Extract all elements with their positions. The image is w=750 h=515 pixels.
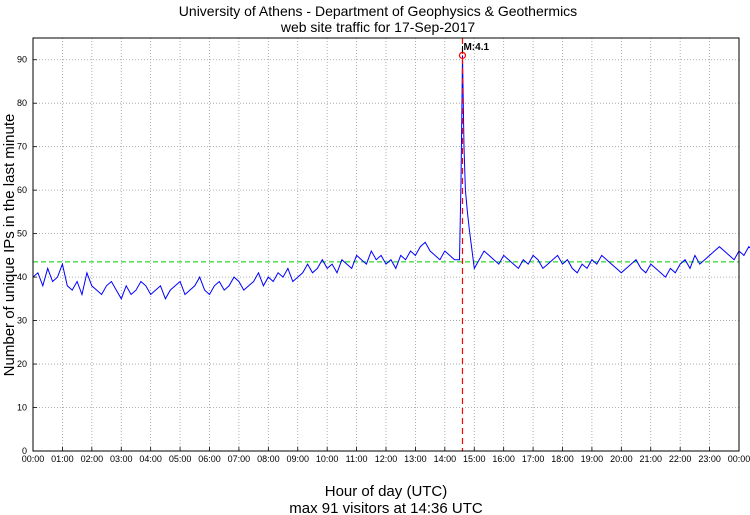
x-tick-label: 00:00: [728, 454, 750, 464]
x-tick-label: 11:00: [346, 454, 368, 464]
x-tick-label: 17:00: [522, 454, 545, 464]
y-axis-label: Number of unique IPs in the last minute: [1, 114, 18, 377]
x-tick-label: 18:00: [551, 454, 574, 464]
y-tick-label: 20: [17, 359, 27, 369]
chart-title: University of Athens - Department of Geo…: [179, 3, 577, 19]
x-tick-label: 09:00: [286, 454, 309, 464]
x-tick-label: 00:00: [22, 454, 45, 464]
x-tick-label: 10:00: [316, 454, 339, 464]
y-tick-label: 70: [17, 142, 27, 152]
x-tick-label: 19:00: [581, 454, 604, 464]
x-tick-label: 20:00: [610, 454, 633, 464]
peak-label: M:4.1: [463, 42, 489, 53]
x-tick-label: 13:00: [404, 454, 427, 464]
x-tick-label: 14:00: [434, 454, 457, 464]
x-tick-label: 05:00: [169, 454, 192, 464]
y-tick-label: 0: [22, 446, 27, 456]
y-tick-labels: 0 10 20 30 40 50 60 70 80 90: [17, 55, 37, 456]
peak-marker: M:4.1: [458, 42, 489, 59]
series-line: [32, 55, 750, 300]
x-tick-label: 12:00: [375, 454, 398, 464]
grid-lines: [33, 38, 739, 451]
x-tick-label: 07:00: [228, 454, 251, 464]
x-axis-label: Hour of day (UTC): [325, 483, 448, 500]
x-tick-label: 06:00: [198, 454, 221, 464]
x-axis-sublabel: max 91 visitors at 14:36 UTC: [289, 500, 483, 515]
series-path: [32, 55, 750, 300]
x-tick-label: 16:00: [492, 454, 515, 464]
y-tick-label: 50: [17, 229, 27, 239]
x-tick-label: 02:00: [81, 454, 104, 464]
y-tick-label: 30: [17, 316, 27, 326]
x-tick-label: 22:00: [669, 454, 692, 464]
y-tick-label: 80: [17, 98, 27, 108]
x-tick-label: 23:00: [698, 454, 721, 464]
x-tick-label: 21:00: [639, 454, 662, 464]
y-tick-label: 90: [17, 55, 27, 65]
x-tick-label: 08:00: [257, 454, 280, 464]
x-tick-label: 01:00: [51, 454, 74, 464]
y-tick-label: 60: [17, 185, 27, 195]
y-tick-label: 40: [17, 272, 27, 282]
y-tick-label: 10: [17, 403, 27, 413]
chart-subtitle: web site traffic for 17-Sep-2017: [280, 19, 476, 35]
x-tick-label: 15:00: [463, 454, 486, 464]
x-tick-labels: 00:00 01:00 02:00 03:00 04:00 05:00 06:00 07:00…: [22, 447, 750, 464]
x-tick-label: 04:00: [139, 454, 162, 464]
x-tick-label: 03:00: [110, 454, 133, 464]
